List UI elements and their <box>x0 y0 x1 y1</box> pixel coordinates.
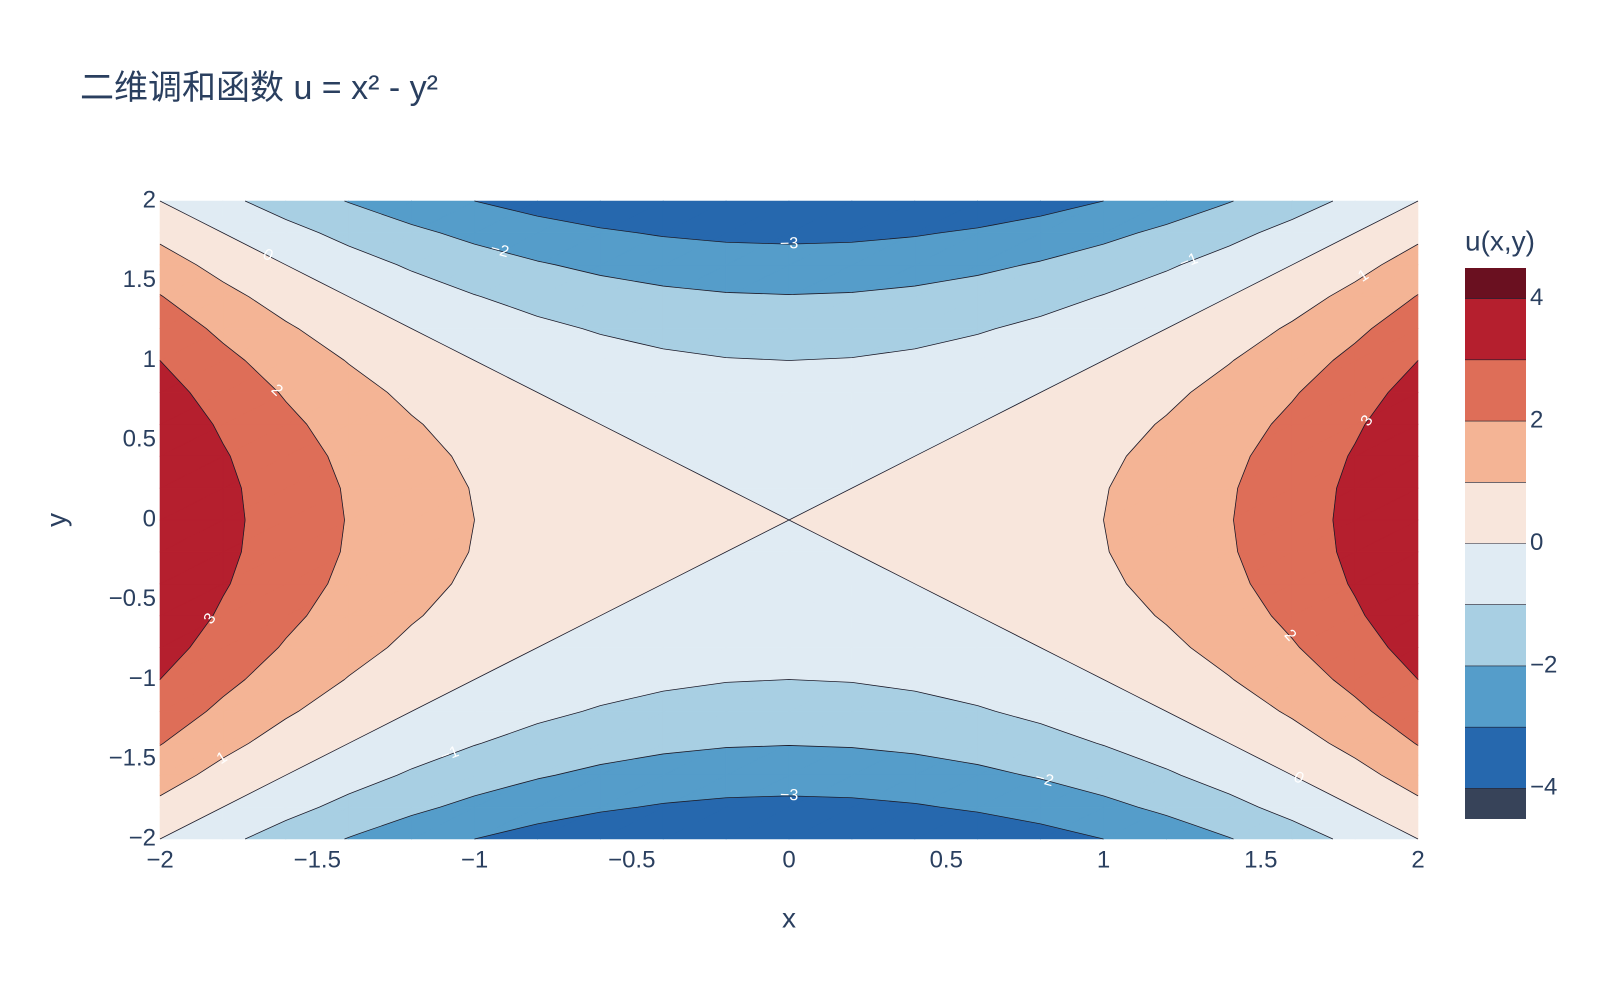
y-tick-label: 1 <box>143 346 156 373</box>
contour-band <box>851 200 915 234</box>
colorbar-band <box>1465 727 1526 789</box>
x-tick-label: −2 <box>146 846 173 873</box>
colorbar-band <box>1465 298 1526 360</box>
y-tick-label: 0 <box>143 505 156 532</box>
y-tick-label: 2 <box>143 186 156 213</box>
x-tick-label: −1 <box>461 846 488 873</box>
contour-band <box>662 200 727 234</box>
contour-band <box>1103 200 1167 234</box>
colorbar-tick-label: 4 <box>1530 284 1543 311</box>
contour-fills <box>159 200 1419 840</box>
x-tick-label: 1.5 <box>1244 846 1277 873</box>
contour-band <box>788 200 853 234</box>
contour-line <box>159 200 1419 840</box>
x-tick-label: 0 <box>782 846 795 873</box>
y-tick-label: −0.5 <box>109 585 156 612</box>
contour-band <box>914 200 978 234</box>
y-tick-label: 0.5 <box>123 426 156 453</box>
x-tick-label: −1.5 <box>294 846 341 873</box>
colorbar-band <box>1465 359 1526 422</box>
contour-label: −2 <box>489 240 511 261</box>
colorbar-tick-label: −2 <box>1530 651 1557 678</box>
contour-line <box>244 200 1334 840</box>
colorbar-band <box>1465 421 1526 483</box>
x-tick-label: 1 <box>1097 846 1110 873</box>
y-tick-label: 1.5 <box>123 266 156 293</box>
colorbar-band <box>1465 482 1526 544</box>
contour-band <box>725 200 790 234</box>
colorbar-band <box>1465 604 1526 666</box>
x-tick-label: 2 <box>1411 846 1424 873</box>
colorbar-band <box>1465 665 1526 728</box>
x-tick-label: 0.5 <box>930 846 963 873</box>
contour-label: −3 <box>780 787 799 805</box>
contour-label: −3 <box>780 235 799 253</box>
y-tick-label: −1 <box>129 665 156 692</box>
contour-line <box>474 200 1104 840</box>
y-tick-label: −1.5 <box>109 745 156 772</box>
contour-line <box>159 243 1419 797</box>
contour-label: −2 <box>1033 769 1055 790</box>
y-tick-label: −2 <box>129 824 156 851</box>
colorbar-tick-label: 0 <box>1530 529 1543 556</box>
colorbar-band <box>1465 788 1526 819</box>
contour-line <box>159 360 1419 680</box>
colorbar-tick-label: −4 <box>1530 774 1557 801</box>
x-tick-label: −0.5 <box>608 846 655 873</box>
chart-title: 二维调和函数 u = x² - y² <box>80 69 438 107</box>
colorbar-tick-label: 2 <box>1530 406 1543 433</box>
colorbar-title: u(x,y) <box>1465 225 1535 256</box>
x-axis-title: x <box>782 902 796 933</box>
y-axis-title: y <box>40 513 71 527</box>
colorbar-band <box>1465 543 1526 605</box>
contour-label: −1 <box>438 743 461 765</box>
colorbar-band <box>1465 268 1526 299</box>
contour-line <box>159 294 1419 746</box>
contour-line <box>344 200 1234 840</box>
contour-label: −1 <box>1177 250 1200 272</box>
